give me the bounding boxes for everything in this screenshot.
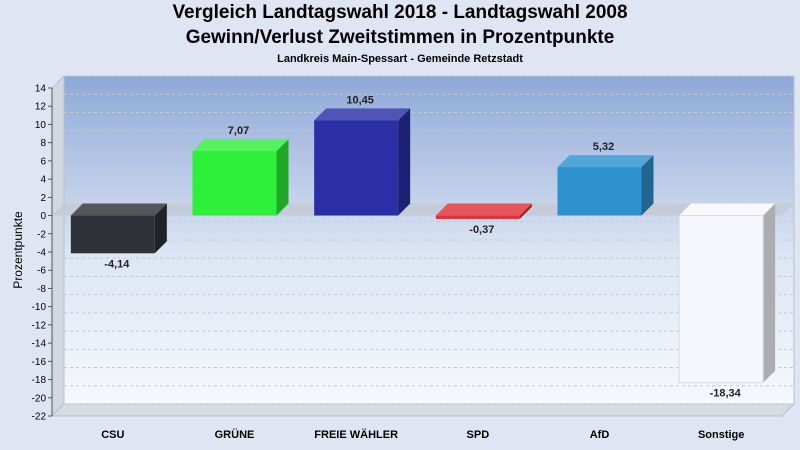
y-tick-label: 10 xyxy=(35,120,47,131)
x-tick-label: CSU xyxy=(101,429,124,441)
data-label: 10,45 xyxy=(346,94,374,106)
x-tick-label: SPD xyxy=(467,429,490,441)
y-tick-label: -20 xyxy=(32,393,47,404)
floor xyxy=(50,403,796,417)
bar-csu xyxy=(70,203,167,254)
data-label: 5,32 xyxy=(593,141,614,153)
y-tick-label: -22 xyxy=(32,412,47,423)
bar-gr-ne xyxy=(192,139,289,216)
y-tick-label: 12 xyxy=(35,102,47,113)
bar-top xyxy=(314,108,411,121)
data-label: 7,07 xyxy=(228,125,249,137)
y-tick-label: -2 xyxy=(37,229,46,240)
y-tick-label: -10 xyxy=(32,302,47,313)
y-tick-label: -8 xyxy=(37,284,46,295)
bar-top xyxy=(192,139,289,152)
y-tick-label: 6 xyxy=(40,156,46,167)
bar-top xyxy=(557,155,654,168)
y-tick-label: -4 xyxy=(37,248,46,259)
y-tick-label: -16 xyxy=(32,357,47,368)
bar-top xyxy=(679,203,776,216)
left-wall xyxy=(51,74,65,418)
bar-front xyxy=(192,151,277,216)
bar-side xyxy=(641,155,654,216)
chart-subtitle: Landkreis Main-Spessart - Gemeinde Retzs… xyxy=(277,53,523,65)
bar-sonstige xyxy=(678,203,776,384)
data-label: -4,14 xyxy=(104,258,130,270)
bar-side xyxy=(519,203,532,219)
bar-spd xyxy=(435,203,532,219)
x-tick-label: Sonstige xyxy=(698,429,744,441)
y-axis-label: Prozentpunkte xyxy=(11,211,25,289)
bar-front xyxy=(557,167,642,216)
data-label: -18,34 xyxy=(710,388,742,400)
y-tick-label: -14 xyxy=(32,339,47,350)
y-tick-label: -12 xyxy=(32,320,47,331)
y-tick-label: 4 xyxy=(40,175,46,186)
chart-title-line-2: Gewinn/Verlust Zweitstimmen in Prozentpu… xyxy=(185,27,615,48)
bar-side xyxy=(154,203,167,254)
chart-title: Vergleich Landtagswahl 2018 - Landtagswa… xyxy=(172,2,628,23)
bar-afd xyxy=(557,155,654,216)
y-tick-label: 14 xyxy=(35,84,47,95)
y-tick-label: -6 xyxy=(37,266,46,277)
x-tick-label: AfD xyxy=(590,429,610,441)
bar-top xyxy=(435,203,532,216)
bar-top xyxy=(70,203,167,216)
y-tick-label: 2 xyxy=(40,193,46,204)
bar-front xyxy=(314,120,399,216)
y-tick-label: 8 xyxy=(40,138,46,149)
bar-front xyxy=(435,215,520,219)
y-tick-label: -18 xyxy=(32,375,47,386)
bar-front xyxy=(70,215,155,254)
bar-front xyxy=(678,215,764,384)
y-tick-label: 0 xyxy=(40,211,46,222)
bar-side xyxy=(398,108,411,216)
bar-freie-w-hler xyxy=(314,108,411,216)
bar-side xyxy=(276,139,289,216)
x-tick-label: FREIE WÄHLER xyxy=(314,428,398,441)
x-tick-label: GRÜNE xyxy=(215,428,255,441)
bar-side xyxy=(763,203,776,383)
data-label: -0,37 xyxy=(469,224,494,236)
